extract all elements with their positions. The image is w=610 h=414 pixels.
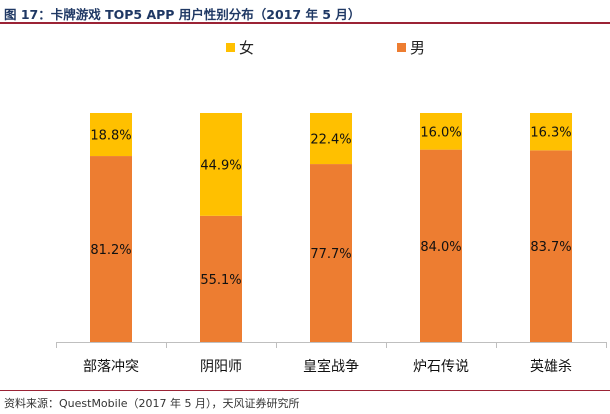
bar-male-3 xyxy=(310,164,352,342)
category-label-4: 炉石传说 xyxy=(413,359,469,375)
data-label-male-2: 55.1% xyxy=(200,273,241,288)
bar-male-5 xyxy=(530,150,572,342)
data-label-male-4: 84.0% xyxy=(420,240,461,255)
data-label-male-3: 77.7% xyxy=(310,247,351,262)
legend-item-female: 女 xyxy=(226,38,255,57)
source-note: 资料来源：QuestMobile（2017 年 5 月），天风证券研究所 xyxy=(4,397,300,410)
data-label-female-4: 16.0% xyxy=(420,125,461,140)
legend-swatch-male xyxy=(397,42,406,52)
legend-label-female: 女 xyxy=(239,38,255,57)
bar-female-3 xyxy=(310,113,352,165)
data-label-male-5: 83.7% xyxy=(530,240,571,255)
legend-swatch-female xyxy=(226,42,235,52)
category-label-3: 皇室战争 xyxy=(303,358,359,375)
bar-female-5 xyxy=(530,113,572,151)
bar-female-4 xyxy=(420,113,462,150)
bar-male-2 xyxy=(200,215,242,342)
footer-divider xyxy=(0,390,610,391)
category-label-1: 部落冲突 xyxy=(83,359,139,375)
data-label-female-5: 16.3% xyxy=(530,126,571,141)
bar-male-4 xyxy=(420,149,462,342)
data-label-female-3: 22.4% xyxy=(310,133,351,148)
data-label-female-2: 44.9% xyxy=(200,158,241,173)
figure-title: 图 17：卡牌游戏 TOP5 APP 用户性别分布（2017 年 5 月） xyxy=(4,7,361,22)
bar-male-1 xyxy=(90,156,132,342)
data-label-female-1: 18.8% xyxy=(90,129,131,144)
bar-female-1 xyxy=(90,113,132,157)
legend-label-male: 男 xyxy=(410,38,426,57)
data-label-male-1: 81.2% xyxy=(90,243,131,258)
category-label-5: 英雄杀 xyxy=(530,358,572,375)
title-bar: 图 17：卡牌游戏 TOP5 APP 用户性别分布（2017 年 5 月） xyxy=(0,0,610,24)
title-divider xyxy=(0,22,610,24)
category-label-2: 阴阳师 xyxy=(200,359,242,375)
bar-female-2 xyxy=(200,113,242,216)
legend-item-male: 男 xyxy=(397,38,426,57)
